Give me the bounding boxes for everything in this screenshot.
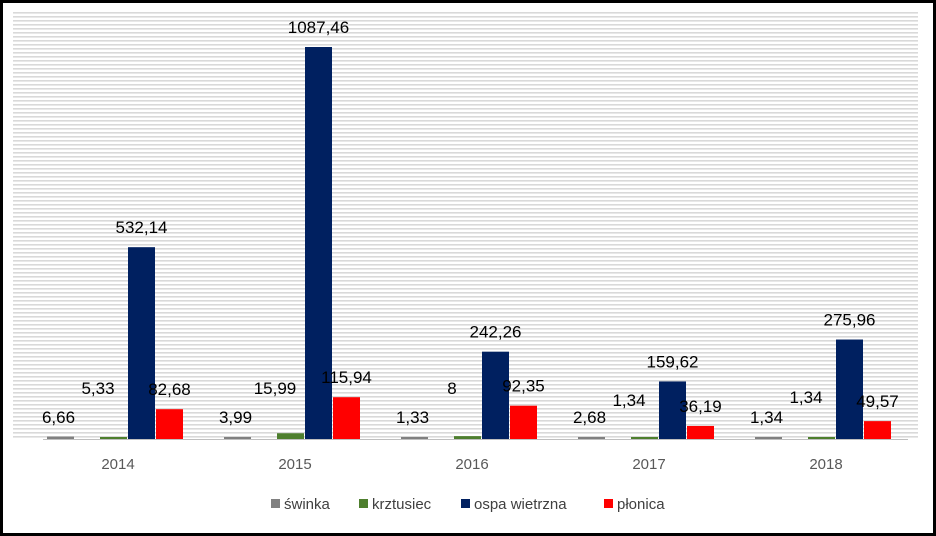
legend-label-ospa-wietrzna: ospa wietrzna (474, 496, 567, 513)
legend-swatch-krztusiec (359, 499, 368, 508)
bar-płonica-2018 (864, 421, 891, 439)
bar-ospa-wietrzna-2016 (482, 351, 509, 439)
data-label-świnka-2014: 6,66 (42, 408, 75, 427)
chart-frame: 2014 2015 2016 2017 2018 6,66 5,33 532,14 82,68… (3, 3, 933, 533)
data-label-świnka-2016: 1,33 (396, 408, 429, 427)
x-tick-label-2017: 2017 (632, 456, 665, 473)
bar-krztusiec-2015 (277, 433, 304, 439)
data-label-krztusiec-2015: 15,99 (254, 379, 297, 398)
data-label-krztusiec-2017: 1,34 (612, 391, 645, 410)
x-tick-label-2016: 2016 (455, 456, 488, 473)
bar-krztusiec-2016 (454, 436, 481, 439)
legend-label-płonica: płonica (617, 496, 665, 513)
bar-krztusiec-2014 (100, 437, 127, 439)
x-tick-label-2014: 2014 (101, 456, 134, 473)
legend-swatch-ospa-wietrzna (461, 499, 470, 508)
data-label-ospa-wietrzna-2017: 159,62 (647, 352, 699, 371)
plot-area-background (13, 11, 918, 439)
legend-label-świnka: świnka (284, 496, 331, 513)
data-label-ospa-wietrzna-2016: 242,26 (470, 323, 522, 342)
data-label-krztusiec-2016: 8 (447, 379, 456, 398)
bar-ospa-wietrzna-2017 (659, 381, 686, 439)
bar-chart: 2014 2015 2016 2017 2018 6,665,33532,1482,68… (13, 11, 918, 513)
data-label-ospa-wietrzna-2014: 532,14 (116, 218, 168, 237)
bar-płonica-2016 (510, 405, 537, 439)
data-label-krztusiec-2014: 5,33 (81, 379, 114, 398)
bar-ospa-wietrzna-2018 (836, 339, 863, 439)
data-label-płonica-2014: 82,68 (148, 380, 191, 399)
data-label-płonica-2015: 115,94 (321, 368, 372, 387)
data-label-ospa-wietrzna-2018: 275,96 (824, 311, 876, 330)
legend-label-krztusiec: krztusiec (372, 496, 432, 513)
data-label-płonica-2017: 36,19 (679, 397, 722, 416)
bar-świnka-2015 (224, 437, 251, 439)
x-tick-label-2018: 2018 (809, 456, 842, 473)
bar-płonica-2017 (687, 425, 714, 439)
data-label-krztusiec-2018: 1,34 (789, 388, 822, 407)
legend: świnka krztusiec ospa wietrzna płonica (271, 496, 665, 513)
bar-świnka-2014 (47, 436, 74, 439)
data-label-świnka-2017: 2,68 (573, 408, 606, 427)
data-label-świnka-2015: 3,99 (219, 408, 252, 427)
bar-świnka-2017 (578, 437, 605, 439)
bar-krztusiec-2017 (631, 437, 658, 439)
bar-płonica-2015 (333, 397, 360, 439)
data-label-ospa-wietrzna-2015: 1087,46 (288, 18, 349, 37)
data-label-płonica-2018: 49,57 (856, 392, 899, 411)
bar-płonica-2014 (156, 409, 183, 439)
bar-ospa-wietrzna-2015 (305, 47, 332, 439)
bar-świnka-2018 (755, 437, 782, 439)
data-label-świnka-2018: 1,34 (750, 408, 783, 427)
bar-krztusiec-2018 (808, 437, 835, 439)
legend-swatch-płonica (604, 499, 613, 508)
x-tick-label-2015: 2015 (278, 456, 311, 473)
bar-ospa-wietrzna-2014 (128, 247, 155, 439)
legend-swatch-świnka (271, 499, 280, 508)
bar-świnka-2016 (401, 437, 428, 439)
data-label-płonica-2016: 92,35 (502, 377, 545, 396)
